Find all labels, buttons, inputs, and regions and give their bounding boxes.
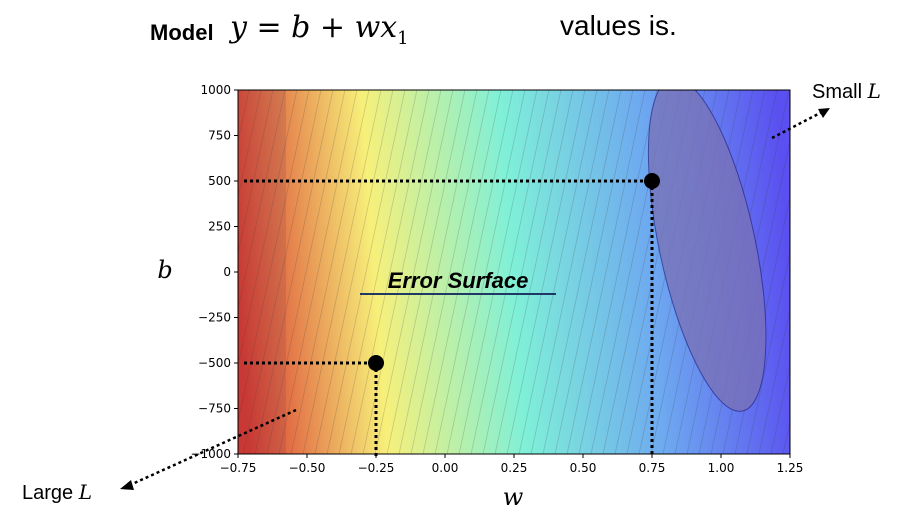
contour-line xyxy=(266,90,346,454)
contour-line xyxy=(518,90,598,454)
x-tick-label: 0.75 xyxy=(639,461,666,475)
y-tick-label: −500 xyxy=(198,356,231,370)
contour-line xyxy=(782,419,790,454)
contour-line xyxy=(830,85,905,459)
contour-line xyxy=(110,85,190,459)
contour-line xyxy=(278,90,358,454)
y-tick-label: 1000 xyxy=(200,83,231,97)
large-label: Large L xyxy=(22,480,92,504)
contour-line xyxy=(542,90,622,454)
x-tick-label: 0.25 xyxy=(501,461,528,475)
y-tick-label: 500 xyxy=(208,174,231,188)
contour-line xyxy=(842,85,905,459)
contour-line xyxy=(554,90,634,454)
x-tick-label: 1.00 xyxy=(708,461,735,475)
y-axis-label: b xyxy=(157,256,172,284)
x-tick-label: −0.75 xyxy=(220,461,257,475)
x-tick-label: 1.25 xyxy=(777,461,804,475)
contour-lines xyxy=(110,85,905,459)
x-tick-label: −0.25 xyxy=(358,461,395,475)
contour-line xyxy=(254,90,334,454)
small-loss-annotation: Small L xyxy=(771,79,881,140)
minimum-region xyxy=(647,90,767,412)
trailing-text: values is. xyxy=(560,10,677,41)
contour-line xyxy=(818,85,898,459)
contour-line xyxy=(238,90,298,368)
contour-line xyxy=(410,90,490,454)
large-arrow-line xyxy=(129,408,297,487)
model-label: Model xyxy=(150,20,214,45)
contour-line xyxy=(494,90,574,454)
x-axis-label: w xyxy=(503,483,524,511)
contour-line xyxy=(238,90,310,424)
contour-line xyxy=(578,90,658,454)
contour-line xyxy=(806,85,886,459)
contour-line xyxy=(566,90,646,454)
x-axis-ticks: −0.75 −0.50 −0.25 0.00 0.25 0.50 0.75 1.00 1.25 xyxy=(220,454,804,475)
small-arrow-head xyxy=(818,108,830,118)
contour-line xyxy=(530,90,610,454)
x-tick-label: 0.50 xyxy=(570,461,597,475)
y-axis-ticks: 1000 750 500 250 0 −250 −500 −750 −1000 xyxy=(190,83,238,461)
y-tick-label: 0 xyxy=(223,265,231,279)
plot-area xyxy=(110,85,905,459)
large-loss-annotation: Large L xyxy=(22,408,297,504)
small-label: Small L xyxy=(812,79,881,103)
contour-line xyxy=(458,90,538,454)
data-point xyxy=(644,173,660,189)
y-tick-label: −250 xyxy=(198,311,231,325)
data-point xyxy=(368,355,384,371)
contour-line xyxy=(854,85,905,459)
contour-line xyxy=(434,90,514,454)
y-tick-label: 750 xyxy=(208,129,231,143)
contour-line xyxy=(314,90,394,454)
contour-line xyxy=(770,363,790,454)
error-surface-label: Error Surface xyxy=(388,268,529,293)
model-equation-text: y = b + wx xyxy=(230,10,398,45)
contour-line xyxy=(338,90,418,454)
data-points xyxy=(368,173,660,371)
contour-line xyxy=(302,90,382,454)
contour-line xyxy=(350,90,430,454)
edge-shade xyxy=(238,90,286,454)
contour-line xyxy=(374,90,454,454)
x-tick-label: −0.50 xyxy=(289,461,326,475)
contour-line xyxy=(746,251,790,454)
contour-line xyxy=(238,90,286,312)
contour-line xyxy=(794,85,874,459)
contour-line xyxy=(326,90,406,454)
contour-line xyxy=(470,90,550,454)
large-arrow-head xyxy=(120,480,134,490)
model-equation-subscript: 1 xyxy=(397,28,409,49)
y-tick-label: −750 xyxy=(198,402,231,416)
contour-line xyxy=(482,90,562,454)
y-tick-label: −1000 xyxy=(190,447,231,461)
model-equation: y = b + wx1 xyxy=(230,10,409,49)
contour-line xyxy=(238,90,262,200)
contour-line xyxy=(398,90,478,454)
contour-line xyxy=(422,90,502,454)
y-tick-label: 250 xyxy=(208,220,231,234)
contour-line xyxy=(242,90,322,454)
contour-line xyxy=(446,90,526,454)
contour-line xyxy=(238,90,274,256)
guide-lines xyxy=(244,179,654,456)
contour-line xyxy=(386,90,466,454)
contour-line xyxy=(506,90,586,454)
contour-line xyxy=(758,307,790,454)
x-tick-label: 0.00 xyxy=(432,461,459,475)
contour-line xyxy=(362,90,442,454)
contour-line xyxy=(290,90,370,454)
